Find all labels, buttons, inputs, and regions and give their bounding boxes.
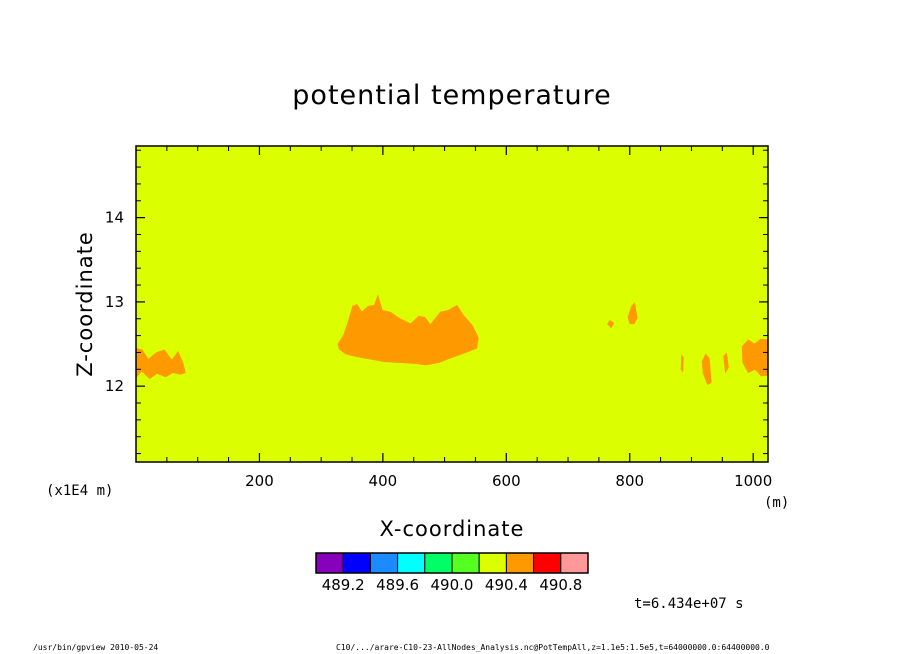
colorbar-swatch: [342, 552, 371, 574]
anomaly-region-small-streak-920: [701, 353, 712, 385]
plot-area: [135, 145, 769, 463]
footer-left: /usr/bin/gpview 2010-05-24: [33, 643, 158, 652]
y-tick-labels: 12 13 14: [105, 209, 124, 396]
colorbar-labels: 489.2 489.6 490.0 490.4 490.8: [322, 576, 583, 594]
colorbar-label: 489.6: [376, 576, 419, 594]
anomaly-regions: [135, 294, 769, 385]
colorbar-swatch: [315, 552, 344, 574]
time-annotation: t=6.434e+07 s: [634, 596, 744, 612]
x-tick-label: 1000: [734, 472, 772, 490]
colorbar-swatch: [560, 552, 589, 574]
x-tick-label: 800: [615, 472, 644, 490]
y-scale-note: (x1E4 m): [46, 483, 113, 499]
anomaly-region-small-streak-890: [680, 354, 684, 373]
colorbar-swatch: [451, 552, 480, 574]
tick-marks: [136, 146, 768, 462]
plot-background: [136, 146, 768, 462]
x-unit-label: (m): [764, 495, 789, 511]
y-tick-label: 13: [105, 293, 124, 311]
colorbar: [315, 552, 589, 574]
chart-title: potential temperature: [292, 80, 611, 111]
colorbar-swatch: [424, 552, 453, 574]
plot-border: [135, 145, 769, 463]
colorbar-border: [315, 552, 589, 574]
footer-right: C10/.../arare-C10-23-AllNodes_Analysis.n…: [336, 643, 770, 652]
anomaly-region-central-plume: [337, 294, 479, 366]
colorbar-label: 489.2: [322, 576, 365, 594]
anomaly-region-small-streak-770: [607, 319, 615, 329]
x-axis-label: X-coordinate: [380, 517, 525, 541]
anomaly-region-left-edge-patch: [135, 347, 186, 379]
x-tick-label: 200: [245, 472, 274, 490]
y-tick-label: 12: [105, 377, 124, 395]
colorbar-swatch: [533, 552, 562, 574]
colorbar-label: 490.0: [431, 576, 474, 594]
colorbar-swatch: [505, 552, 535, 574]
anomaly-region-small-streak-958: [723, 352, 729, 374]
colorbar-swatch: [397, 552, 426, 574]
colorbar-label: 490.8: [539, 576, 582, 594]
anomaly-region-small-streak-810: [627, 302, 638, 325]
colorbar-swatch: [369, 552, 399, 574]
y-tick-label: 14: [105, 209, 124, 227]
x-tick-label: 400: [369, 472, 398, 490]
colorbar-label: 490.4: [485, 576, 528, 594]
x-tick-label: 600: [492, 472, 521, 490]
x-tick-labels: 200 400 600 800 1000: [245, 472, 772, 490]
y-axis-label: Z-coordinate: [73, 231, 97, 377]
colorbar-swatch: [478, 552, 507, 574]
